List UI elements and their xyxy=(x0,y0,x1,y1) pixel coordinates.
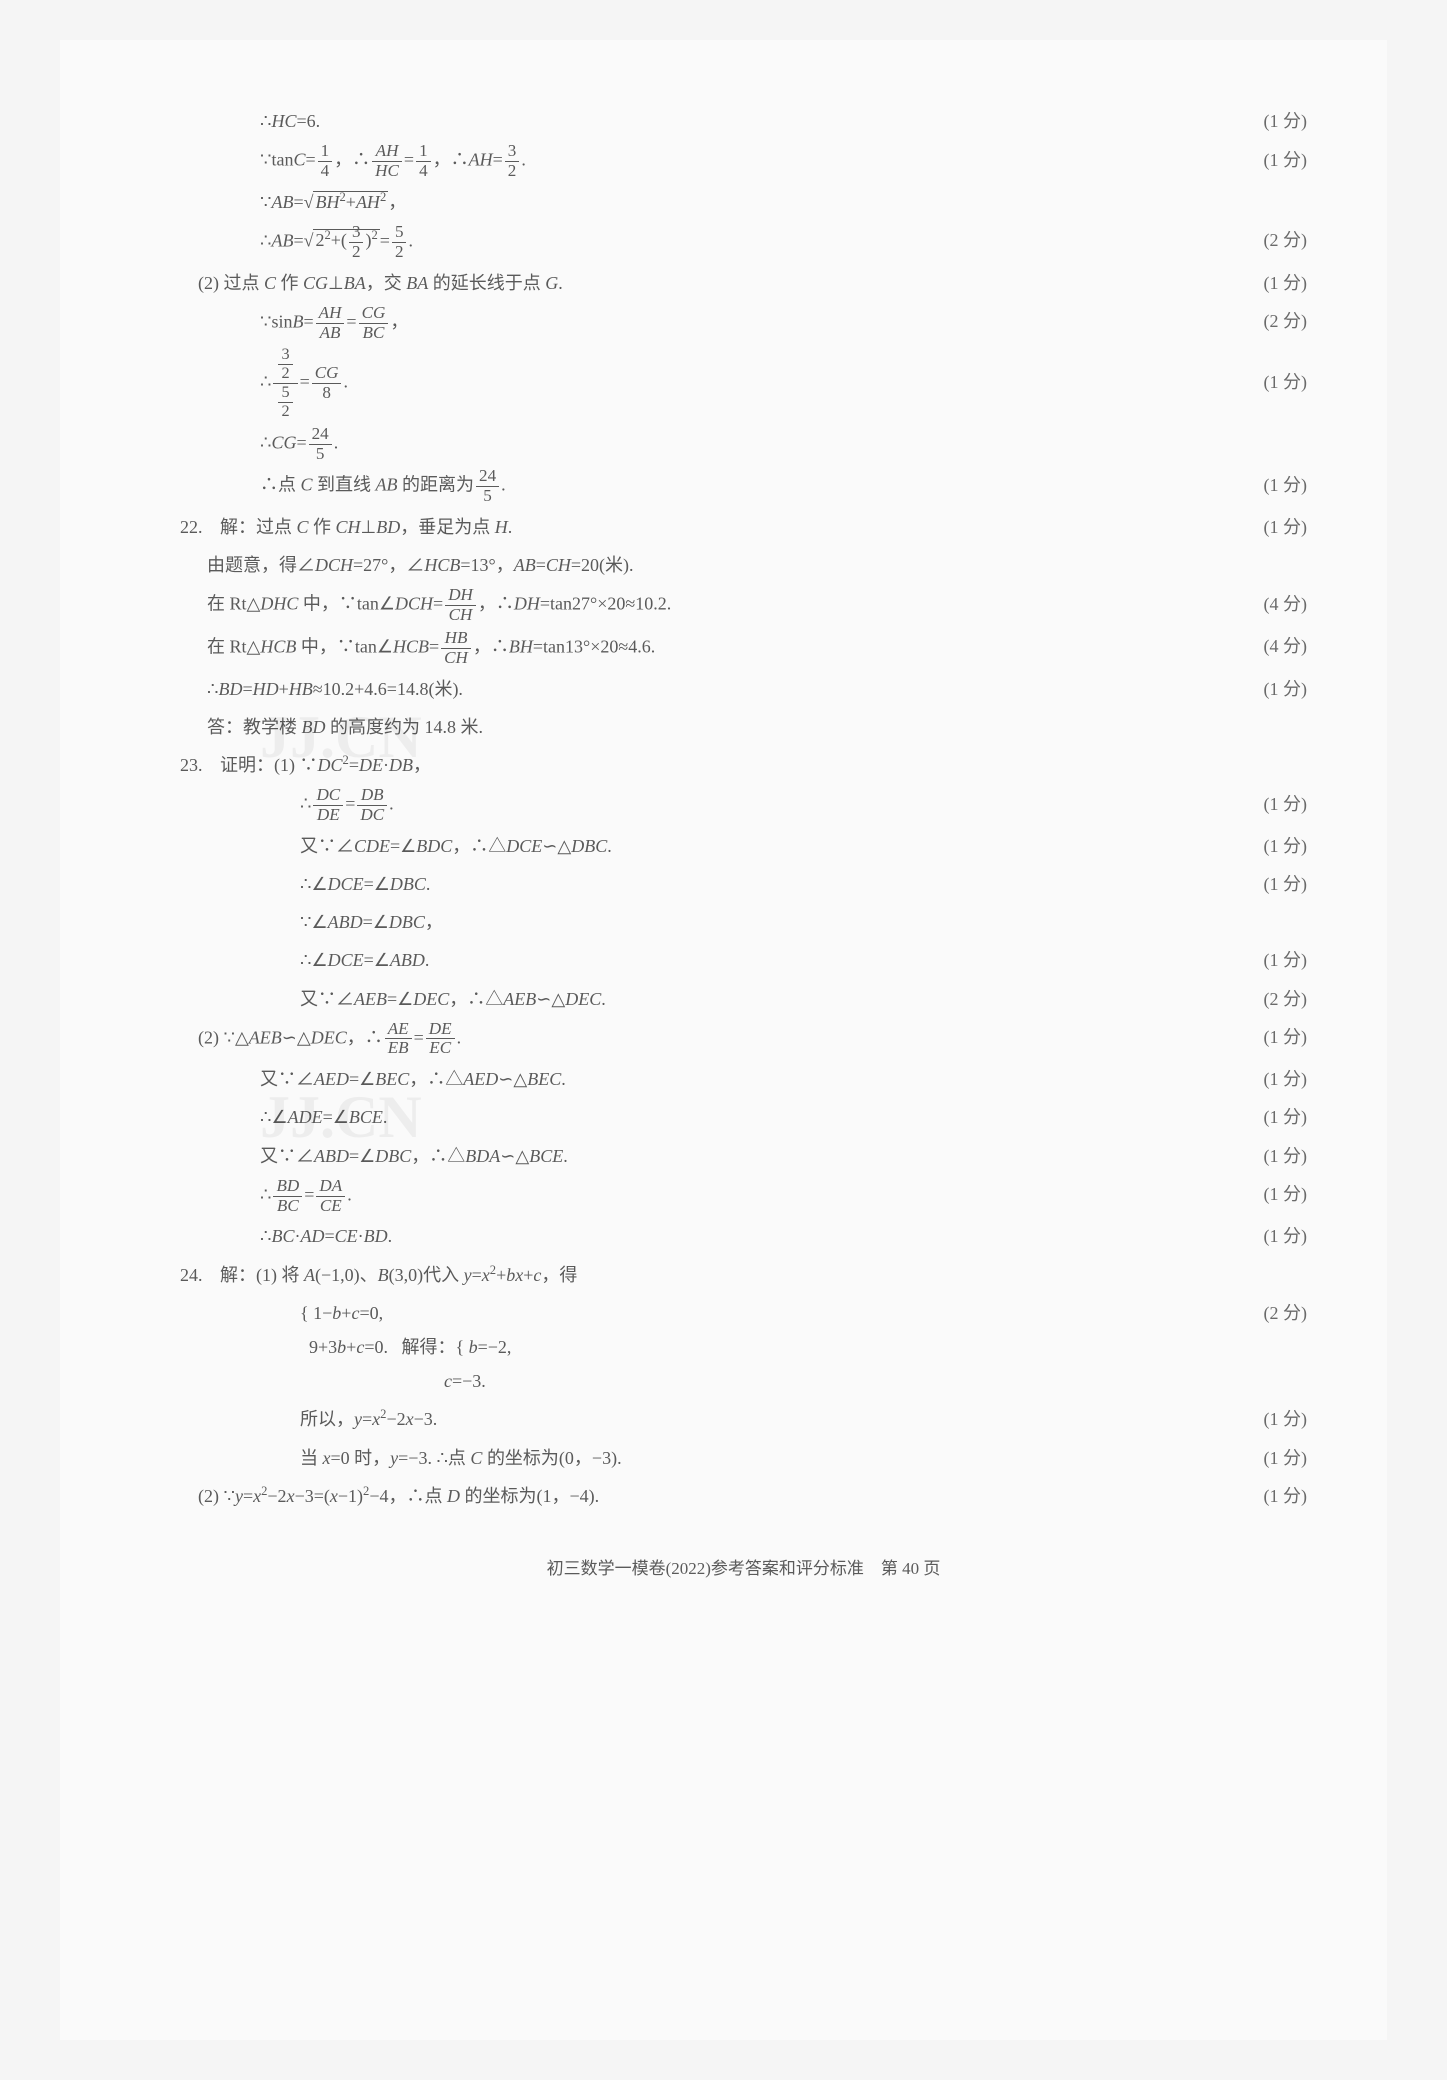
solution-line: ∴CG=245. xyxy=(180,425,1307,464)
score-label: (1 分) xyxy=(1264,1177,1308,1211)
line-content: (2) 过点 C 作 CG⊥BA，交 BA 的延长线于点 G. xyxy=(180,266,1244,300)
line-content: 又∵∠CDE=∠BDC，∴△DCE∽△DBC. xyxy=(180,829,1244,863)
line-content: 23.证明：(1) ∵DC2=DE·DB， xyxy=(180,748,1287,782)
solution-line: 又∵∠ABD=∠DBC，∴△BDA∽△BCE. (1 分) xyxy=(180,1139,1307,1173)
line-content: ∴点 C 到直线 AB 的距离为245. xyxy=(180,467,1244,506)
line-content: ∴CG=245. xyxy=(180,425,1287,464)
line-content: ∴3252=CG8. xyxy=(180,346,1244,421)
solution-line: ∴HC=6. (1 分) xyxy=(180,104,1307,138)
line-content: 又∵∠AEB=∠DEC，∴△AEB∽△DEC. xyxy=(180,982,1244,1016)
solution-line: ∵tanC=14，∴AHHC=14，∴AH=32. (1 分) xyxy=(180,142,1307,181)
solution-line: 在 Rt△HCB 中，∵tan∠HCB=HBCH，∴BH=tan13°×20≈4… xyxy=(180,629,1307,668)
line-content: ∴∠DCE=∠ABD. xyxy=(180,943,1244,977)
line-content: ∴BC·AD=CE·BD. xyxy=(180,1219,1244,1253)
solution-line: ∴DCDE=DBDC. (1 分) xyxy=(180,786,1307,825)
page-footer: 初三数学一模卷(2022)参考答案和评分标准 第 40 页 xyxy=(180,1553,1307,1585)
line-content: 在 Rt△DHC 中，∵tan∠DCH=DHCH，∴DH=tan27°×20≈1… xyxy=(180,586,1244,625)
line-content: ∴∠ADE=∠BCE. xyxy=(180,1100,1244,1134)
score-label: (1 分) xyxy=(1264,1402,1308,1436)
score-label: (2 分) xyxy=(1264,1296,1308,1330)
score-label: (1 分) xyxy=(1264,104,1308,138)
score-label: (1 分) xyxy=(1264,266,1308,300)
solution-line: 由题意，得∠DCH=27°，∠HCB=13°，AB=CH=20(米). xyxy=(180,548,1307,582)
solution-line: ∴BDBC=DACE. (1 分) xyxy=(180,1177,1307,1216)
line-content: ∴BDBC=DACE. xyxy=(180,1177,1244,1216)
solution-line: (2) ∵y=x2−2x−3=(x−1)2−4，∴点 D 的坐标为(1，−4).… xyxy=(180,1479,1307,1513)
line-content: 当 x=0 时，y=−3. ∴点 C 的坐标为(0，−3). xyxy=(180,1441,1244,1475)
solution-line: ∴3252=CG8. (1 分) xyxy=(180,346,1307,421)
score-label: (4 分) xyxy=(1264,587,1308,621)
solution-line: ∴BD=HD+HB≈10.2+4.6=14.8(米). (1 分) xyxy=(180,672,1307,706)
solution-line: ∵sinB=AHAB=CGBC， (2 分) xyxy=(180,304,1307,343)
line-content: ∴DCDE=DBDC. xyxy=(180,786,1244,825)
solution-line: 答：教学楼 BD 的高度约为 14.8 米. xyxy=(180,710,1307,744)
score-label: (1 分) xyxy=(1264,943,1308,977)
solution-line: ∴点 C 到直线 AB 的距离为245. (1 分) xyxy=(180,467,1307,506)
line-content: 答：教学楼 BD 的高度约为 14.8 米. xyxy=(180,710,1287,744)
solution-line: ∴∠DCE=∠DBC. (1 分) xyxy=(180,867,1307,901)
line-content: 由题意，得∠DCH=27°，∠HCB=13°，AB=CH=20(米). xyxy=(180,548,1287,582)
solution-line: ∴∠ADE=∠BCE. (1 分) xyxy=(180,1100,1307,1134)
line-content: ∴HC=6. xyxy=(180,104,1244,138)
line-content: ∵sinB=AHAB=CGBC， xyxy=(180,304,1244,343)
line-content: ∵AB=√BH2+AH2， xyxy=(180,185,1287,219)
page: JJ.CN JJ.CN ∴HC=6.(1 分)∵tanC=14，∴AHHC=14… xyxy=(60,40,1387,2040)
line-content: (2) ∵△AEB∽△DEC，∴AEEB=DEEC. xyxy=(180,1020,1244,1059)
score-label: (1 分) xyxy=(1264,468,1308,502)
line-content: ∴AB=√22+(32)2=52. xyxy=(180,223,1244,262)
line-content: ∴∠DCE=∠DBC. xyxy=(180,867,1244,901)
score-label: (1 分) xyxy=(1264,829,1308,863)
solution-line: 在 Rt△DHC 中，∵tan∠DCH=DHCH，∴DH=tan27°×20≈1… xyxy=(180,586,1307,625)
score-label: (1 分) xyxy=(1264,1479,1308,1513)
score-label: (1 分) xyxy=(1264,672,1308,706)
solution-line: 又∵∠AEB=∠DEC，∴△AEB∽△DEC. (2 分) xyxy=(180,982,1307,1016)
score-label: (1 分) xyxy=(1264,510,1308,544)
line-content: ∴BD=HD+HB≈10.2+4.6=14.8(米). xyxy=(180,672,1244,706)
solution-line: ∴AB=√22+(32)2=52. (2 分) xyxy=(180,223,1307,262)
line-content: (2) ∵y=x2−2x−3=(x−1)2−4，∴点 D 的坐标为(1，−4). xyxy=(180,1479,1244,1513)
score-label: (1 分) xyxy=(1264,143,1308,177)
score-label: (1 分) xyxy=(1264,787,1308,821)
solution-line: 所以，y=x2−2x−3. (1 分) xyxy=(180,1402,1307,1436)
line-content: ∵tanC=14，∴AHHC=14，∴AH=32. xyxy=(180,142,1244,181)
score-label: (2 分) xyxy=(1264,223,1308,257)
solution-line: (2) 过点 C 作 CG⊥BA，交 BA 的延长线于点 G. (1 分) xyxy=(180,266,1307,300)
solution-line: ∵AB=√BH2+AH2， xyxy=(180,185,1307,219)
line-content: 又∵∠AED=∠BEC，∴△AED∽△BEC. xyxy=(180,1062,1244,1096)
solution-line: 又∵∠AED=∠BEC，∴△AED∽△BEC. (1 分) xyxy=(180,1062,1307,1096)
score-label: (1 分) xyxy=(1264,1441,1308,1475)
line-content: 所以，y=x2−2x−3. xyxy=(180,1402,1244,1436)
solution-line: 24.解：(1) 将 A(−1,0)、B(3,0)代入 y=x2+bx+c，得 xyxy=(180,1258,1307,1292)
score-label: (1 分) xyxy=(1264,867,1308,901)
score-label: (4 分) xyxy=(1264,629,1308,663)
score-label: (1 分) xyxy=(1264,1062,1308,1096)
solution-line: ∴∠DCE=∠ABD. (1 分) xyxy=(180,943,1307,977)
score-label: (1 分) xyxy=(1264,365,1308,399)
line-content: { 1−b+c=0, 9+3b+c=0. 解得：{ b=−2, c=−3. xyxy=(180,1296,1244,1399)
solution-line: 23.证明：(1) ∵DC2=DE·DB， xyxy=(180,748,1307,782)
solution-line: 当 x=0 时，y=−3. ∴点 C 的坐标为(0，−3). (1 分) xyxy=(180,1441,1307,1475)
solution-line: ∵∠ABD=∠DBC， xyxy=(180,905,1307,939)
solution-line: 又∵∠CDE=∠BDC，∴△DCE∽△DBC. (1 分) xyxy=(180,829,1307,863)
score-label: (1 分) xyxy=(1264,1100,1308,1134)
score-label: (1 分) xyxy=(1264,1219,1308,1253)
line-content: 24.解：(1) 将 A(−1,0)、B(3,0)代入 y=x2+bx+c，得 xyxy=(180,1258,1287,1292)
line-content: ∵∠ABD=∠DBC， xyxy=(180,905,1287,939)
score-label: (1 分) xyxy=(1264,1020,1308,1054)
line-content: 在 Rt△HCB 中，∵tan∠HCB=HBCH，∴BH=tan13°×20≈4… xyxy=(180,629,1244,668)
score-label: (2 分) xyxy=(1264,304,1308,338)
solution-line: 22.解：过点 C 作 CH⊥BD，垂足为点 H. (1 分) xyxy=(180,510,1307,544)
score-label: (1 分) xyxy=(1264,1139,1308,1173)
line-content: 22.解：过点 C 作 CH⊥BD，垂足为点 H. xyxy=(180,510,1244,544)
solution-line: (2) ∵△AEB∽△DEC，∴AEEB=DEEC. (1 分) xyxy=(180,1020,1307,1059)
solution-line: ∴BC·AD=CE·BD. (1 分) xyxy=(180,1219,1307,1253)
score-label: (2 分) xyxy=(1264,982,1308,1016)
solution-lines: ∴HC=6. (1 分) ∵tanC=14，∴AHHC=14，∴AH=32. (1 分… xyxy=(180,104,1307,1513)
line-content: 又∵∠ABD=∠DBC，∴△BDA∽△BCE. xyxy=(180,1139,1244,1173)
solution-line: { 1−b+c=0, 9+3b+c=0. 解得：{ b=−2, c=−3. (2 … xyxy=(180,1296,1307,1399)
